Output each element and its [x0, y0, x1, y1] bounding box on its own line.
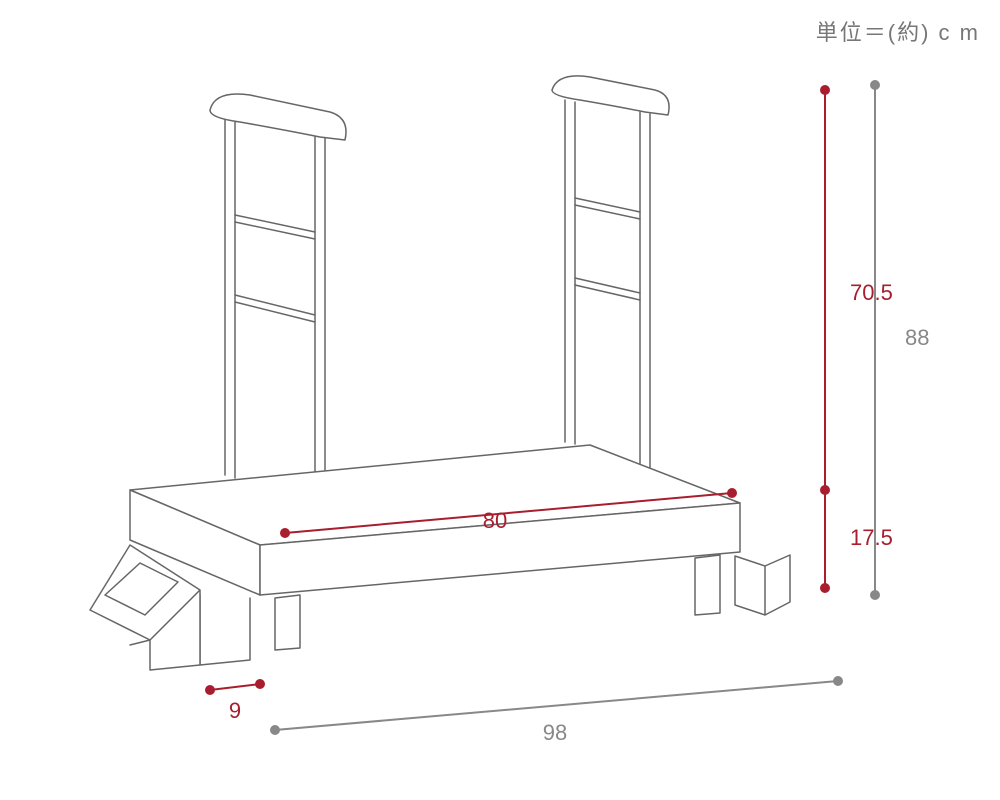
dim-base_height: 17.5: [820, 490, 893, 593]
dim-label-top_width: 80: [483, 508, 507, 533]
dim-label-total_width: 98: [543, 720, 567, 745]
dim-leg_depth: 9: [205, 679, 265, 723]
product-drawing: [90, 76, 790, 670]
unit-label: 単位＝(約) c m: [816, 20, 980, 45]
dim-label-leg_depth: 9: [229, 698, 241, 723]
dim-label-handrail_height: 70.5: [850, 280, 893, 305]
dim-total_height: 88: [870, 80, 929, 600]
dim-handrail_height: 70.5: [820, 85, 893, 495]
dimensions: 70.5 17.5 88 80 9 98: [205, 80, 929, 745]
dim-label-base_height: 17.5: [850, 525, 893, 550]
dim-label-total_height: 88: [905, 325, 929, 350]
dim-total_width: 98: [270, 676, 843, 745]
